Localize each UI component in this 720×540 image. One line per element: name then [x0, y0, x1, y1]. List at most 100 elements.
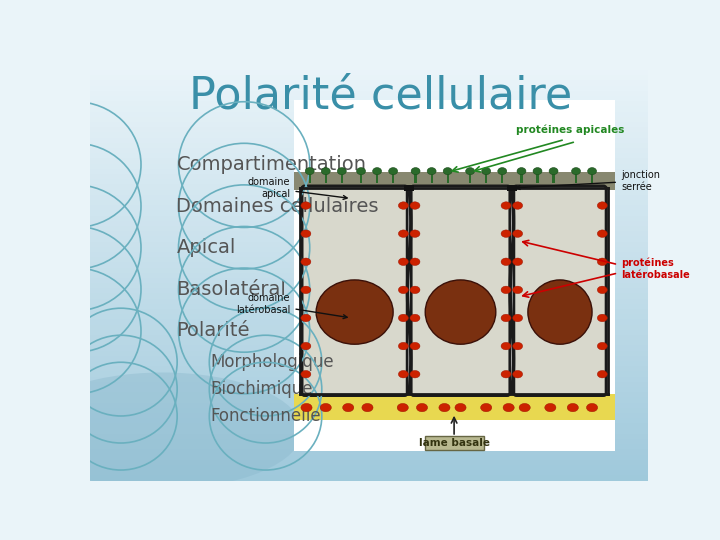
Circle shape	[410, 342, 420, 350]
Bar	[90, 330, 648, 335]
Circle shape	[301, 286, 311, 294]
Circle shape	[416, 403, 428, 411]
Bar	[90, 221, 648, 226]
Bar	[90, 164, 648, 168]
Bar	[90, 91, 648, 96]
Bar	[90, 168, 648, 174]
Bar	[294, 172, 615, 190]
Bar	[294, 100, 615, 451]
Bar	[404, 185, 414, 191]
Bar	[90, 325, 648, 330]
Circle shape	[567, 403, 578, 411]
Bar	[90, 267, 648, 273]
Bar	[90, 80, 648, 85]
Ellipse shape	[321, 167, 330, 174]
Ellipse shape	[466, 167, 474, 174]
Text: domaine
apical: domaine apical	[248, 177, 347, 199]
Bar	[90, 283, 648, 288]
Bar	[90, 413, 648, 418]
Circle shape	[598, 202, 608, 210]
Text: domaine
latérobasal: domaine latérobasal	[236, 293, 347, 319]
Bar	[90, 174, 648, 179]
Circle shape	[501, 314, 511, 322]
Bar	[90, 346, 648, 350]
Ellipse shape	[444, 167, 452, 174]
Bar	[90, 112, 648, 117]
Circle shape	[513, 202, 523, 210]
Text: Morphologique: Morphologique	[210, 353, 333, 371]
Bar	[90, 70, 648, 75]
Bar	[90, 314, 648, 320]
Bar	[90, 439, 648, 444]
FancyBboxPatch shape	[302, 186, 407, 396]
Text: Biochimique: Biochimique	[210, 380, 312, 398]
Ellipse shape	[338, 167, 346, 174]
Bar	[90, 397, 648, 403]
Circle shape	[513, 230, 523, 238]
Circle shape	[398, 202, 408, 210]
Circle shape	[301, 370, 311, 378]
Bar	[90, 392, 648, 397]
Bar	[90, 179, 648, 184]
Bar	[90, 106, 648, 112]
Circle shape	[301, 230, 311, 238]
Bar	[90, 455, 648, 460]
Bar	[90, 460, 648, 465]
Text: Polarité cellulaire: Polarité cellulaire	[189, 75, 572, 118]
Circle shape	[320, 403, 331, 411]
Ellipse shape	[427, 167, 436, 174]
Circle shape	[501, 342, 511, 350]
Bar	[90, 138, 648, 143]
Text: lame basale: lame basale	[418, 438, 490, 448]
Bar	[90, 226, 648, 231]
Circle shape	[598, 286, 608, 294]
Text: Apical: Apical	[176, 238, 236, 257]
Bar	[90, 434, 648, 439]
Circle shape	[301, 258, 311, 266]
Bar	[90, 262, 648, 267]
Bar	[90, 153, 648, 158]
Bar	[469, 174, 472, 183]
Circle shape	[398, 314, 408, 322]
Bar	[521, 174, 523, 183]
Bar	[360, 174, 362, 183]
Ellipse shape	[517, 167, 526, 174]
Circle shape	[501, 370, 511, 378]
Bar	[90, 117, 648, 122]
Text: jonction
serrée: jonction serrée	[516, 170, 660, 192]
Bar	[90, 101, 648, 106]
Text: Compartimentation: Compartimentation	[176, 155, 366, 174]
Circle shape	[410, 230, 420, 238]
Circle shape	[513, 314, 523, 322]
Bar	[90, 148, 648, 153]
Circle shape	[513, 370, 523, 378]
FancyBboxPatch shape	[514, 186, 606, 396]
Bar	[90, 475, 648, 481]
Bar	[501, 174, 503, 183]
Ellipse shape	[356, 167, 366, 174]
Circle shape	[598, 370, 608, 378]
Circle shape	[513, 342, 523, 350]
Circle shape	[343, 403, 354, 411]
Bar	[90, 75, 648, 80]
Bar	[415, 174, 417, 183]
Bar	[90, 288, 648, 294]
Text: Fonctionnelle: Fonctionnelle	[210, 407, 320, 425]
Bar	[90, 382, 648, 387]
Circle shape	[301, 342, 311, 350]
Bar	[90, 211, 648, 215]
Ellipse shape	[411, 167, 420, 174]
Bar	[325, 174, 327, 183]
Bar	[90, 340, 648, 346]
Bar	[90, 127, 648, 132]
Circle shape	[545, 403, 556, 411]
Text: protéines apicales: protéines apicales	[516, 125, 625, 136]
Circle shape	[587, 403, 598, 411]
Bar	[90, 418, 648, 423]
Circle shape	[301, 202, 311, 210]
Circle shape	[481, 403, 492, 411]
Bar	[90, 190, 648, 195]
Bar	[90, 257, 648, 262]
Circle shape	[398, 370, 408, 378]
Bar	[341, 174, 343, 183]
